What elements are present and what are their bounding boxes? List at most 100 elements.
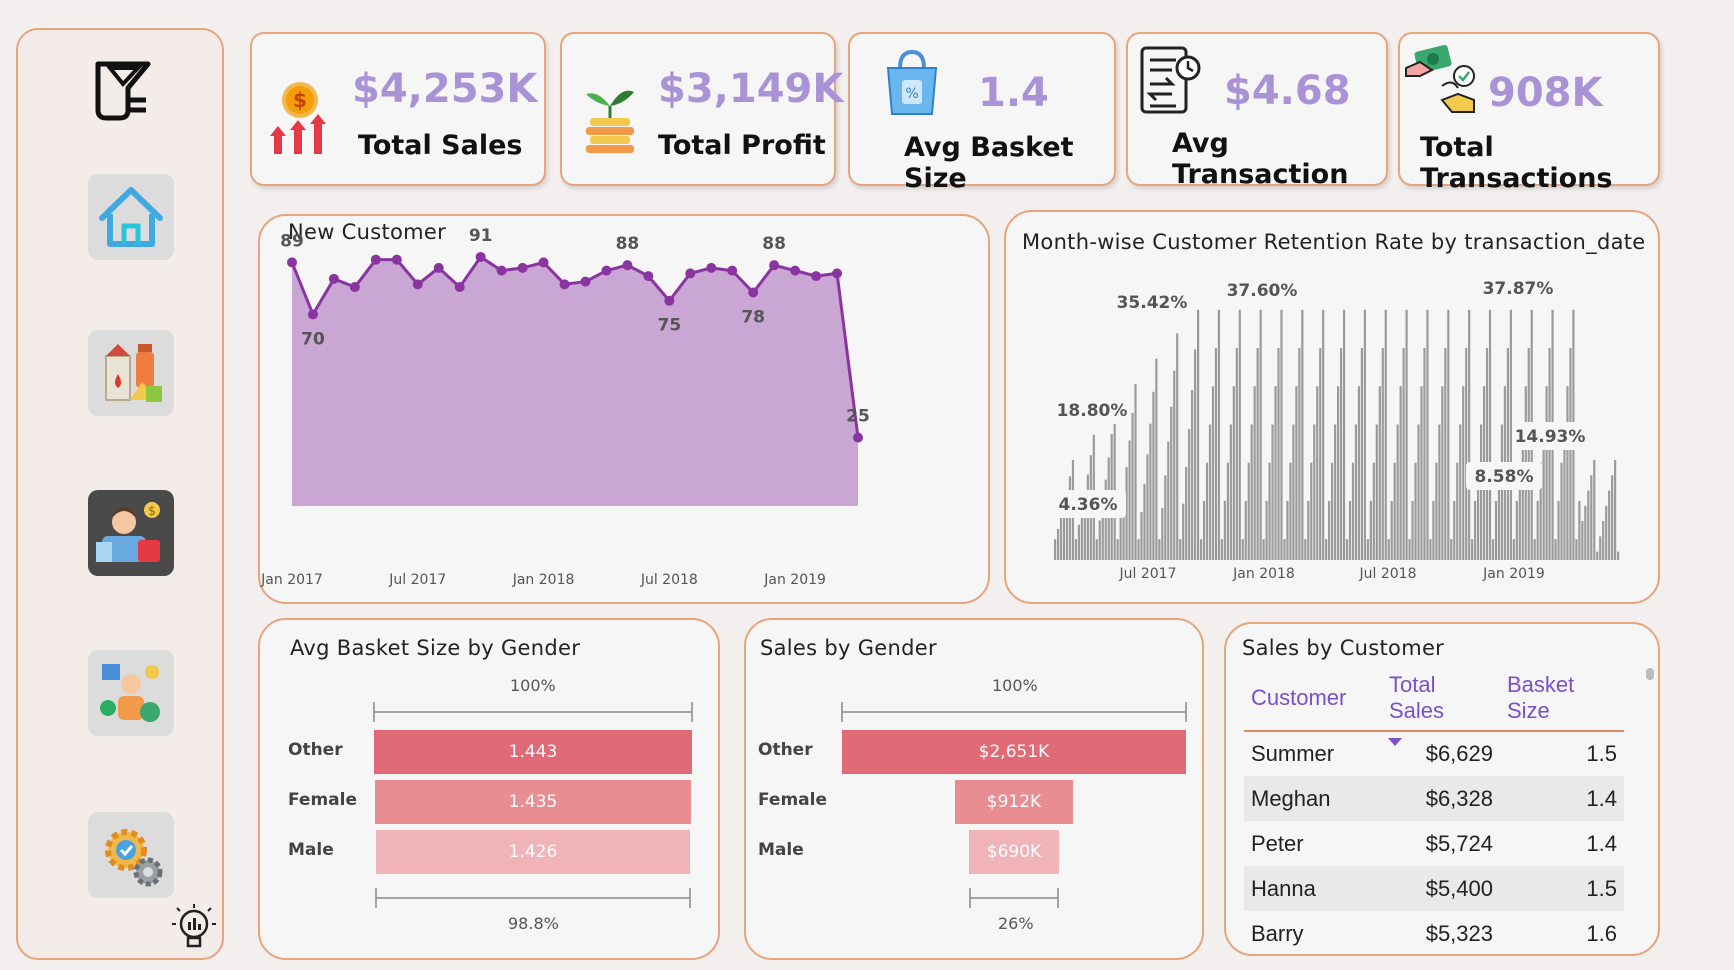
retention-bar[interactable] — [1122, 492, 1125, 560]
retention-bar[interactable] — [1101, 500, 1104, 560]
retention-bar[interactable] — [1432, 500, 1435, 560]
retention-bar[interactable] — [1575, 539, 1578, 560]
nav-team-button[interactable] — [88, 650, 174, 736]
data-point[interactable] — [580, 276, 591, 287]
retention-bar[interactable] — [1593, 459, 1596, 560]
retention-bar[interactable] — [1077, 524, 1081, 560]
retention-bar[interactable] — [1372, 462, 1375, 560]
retention-bar[interactable] — [1116, 539, 1119, 560]
kpi-total-transactions[interactable]: 908K Total Transactions — [1398, 32, 1660, 194]
retention-bar[interactable] — [1104, 479, 1107, 560]
retention-bar[interactable] — [1098, 520, 1101, 560]
data-point[interactable] — [454, 282, 465, 293]
retention-bar[interactable] — [1194, 349, 1197, 560]
retention-bar[interactable] — [1286, 500, 1289, 560]
retention-bar[interactable] — [1554, 539, 1557, 560]
nav-home-button[interactable] — [88, 174, 174, 260]
retention-bar[interactable] — [1229, 424, 1232, 560]
retention-bar[interactable] — [1342, 309, 1346, 560]
data-point[interactable] — [832, 268, 843, 279]
retention-bar[interactable] — [1065, 491, 1069, 560]
data-point[interactable] — [412, 279, 423, 290]
retention-bar[interactable] — [1584, 505, 1587, 560]
retention-bar[interactable] — [1128, 440, 1131, 560]
gender-bar[interactable]: 1.443 — [374, 730, 692, 774]
column-header-total-sales[interactable]: Total Sales — [1382, 672, 1500, 746]
retention-bar[interactable] — [1393, 462, 1396, 560]
retention-bar[interactable] — [1199, 539, 1203, 560]
retention-bar[interactable] — [1119, 516, 1122, 560]
retention-bar[interactable] — [1062, 505, 1066, 560]
retention-bar[interactable] — [1560, 462, 1563, 560]
retention-bar[interactable] — [1125, 467, 1128, 560]
retention-bar[interactable] — [1363, 309, 1366, 560]
retention-bar[interactable] — [1608, 490, 1611, 561]
retention-bar[interactable] — [1319, 348, 1322, 560]
retention-bar[interactable] — [1301, 309, 1304, 560]
retention-bar[interactable] — [1217, 309, 1221, 560]
gender-bar[interactable]: $690K — [969, 830, 1059, 874]
retention-bar[interactable] — [1557, 500, 1560, 560]
retention-bar[interactable] — [1518, 462, 1521, 560]
retention-bar[interactable] — [1289, 462, 1292, 560]
retention-bar[interactable] — [1307, 500, 1310, 560]
retention-bar[interactable] — [1167, 441, 1170, 560]
data-point[interactable] — [391, 254, 402, 265]
retention-bar[interactable] — [1235, 348, 1238, 560]
retention-bar[interactable] — [1420, 386, 1423, 560]
retention-bar[interactable] — [1485, 348, 1489, 560]
nav-settings-button[interactable] — [88, 812, 174, 898]
retention-bar[interactable] — [1426, 309, 1429, 560]
retention-bar[interactable] — [1208, 424, 1212, 560]
retention-bar[interactable] — [1304, 539, 1307, 560]
retention-bar[interactable] — [1390, 500, 1393, 560]
data-point[interactable] — [559, 279, 570, 290]
retention-bar[interactable] — [1417, 424, 1420, 560]
retention-bar[interactable] — [1366, 539, 1369, 560]
retention-bar[interactable] — [1068, 476, 1072, 560]
new-customer-chart[interactable]: 89 70 91 78 88 75 88 25 Jan 2017 Jul 2017 Jan 2018… — [260, 216, 988, 602]
retention-bar[interactable] — [1438, 424, 1441, 560]
retention-bar[interactable] — [1497, 462, 1501, 560]
retention-bar[interactable] — [1611, 475, 1614, 560]
retention-bar[interactable] — [1256, 348, 1259, 560]
column-header-customer[interactable]: Customer — [1244, 672, 1382, 732]
retention-bar[interactable] — [1581, 521, 1584, 560]
retention-bar[interactable] — [1238, 309, 1241, 560]
retention-bar[interactable] — [1170, 406, 1173, 560]
data-point[interactable] — [287, 257, 297, 268]
table-row[interactable]: Hanna $5,400 1.5 — [1244, 866, 1624, 911]
retention-bar[interactable] — [1381, 348, 1384, 560]
retention-bar[interactable] — [1292, 424, 1295, 560]
retention-bar[interactable] — [1173, 370, 1176, 560]
basket-logo-icon[interactable] — [90, 58, 156, 124]
retention-bar[interactable] — [1423, 348, 1426, 560]
retention-bar[interactable] — [1500, 424, 1504, 560]
gender-bar[interactable]: 1.426 — [375, 830, 691, 874]
retention-bar[interactable] — [1143, 483, 1146, 560]
data-point[interactable] — [727, 265, 738, 276]
retention-bar[interactable] — [1459, 424, 1462, 560]
insight-bulb-icon[interactable] — [170, 902, 218, 954]
nav-products-button[interactable] — [88, 330, 174, 416]
retention-bar[interactable] — [1429, 539, 1432, 560]
retention-bar[interactable] — [1283, 539, 1286, 560]
retention-bar[interactable] — [1488, 309, 1492, 560]
retention-bar[interactable] — [1259, 309, 1262, 560]
retention-bar[interactable] — [1453, 500, 1456, 560]
retention-bar[interactable] — [1223, 500, 1226, 560]
retention-bar[interactable] — [1059, 517, 1063, 560]
retention-bar[interactable] — [1545, 386, 1548, 560]
retention-bar[interactable] — [1384, 309, 1387, 560]
retention-bar[interactable] — [1405, 309, 1408, 560]
retention-bar[interactable] — [1441, 386, 1444, 560]
data-point[interactable] — [811, 271, 822, 282]
gender-bar[interactable]: $912K — [954, 780, 1074, 824]
retention-bar[interactable] — [1387, 539, 1390, 560]
retention-bar[interactable] — [1182, 503, 1185, 560]
kpi-total-sales[interactable]: $ $4,253K Total Sales — [250, 32, 546, 186]
retention-bar[interactable] — [1265, 500, 1268, 560]
data-point[interactable] — [706, 262, 717, 273]
retention-bar[interactable] — [1506, 348, 1509, 560]
retention-bar[interactable] — [1337, 386, 1340, 560]
